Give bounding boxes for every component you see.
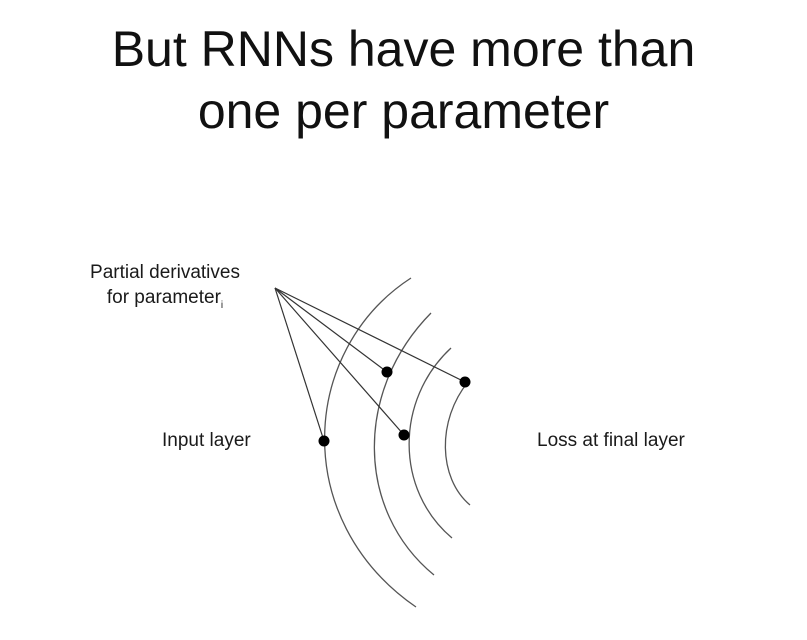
arrow-line-input bbox=[274, 287, 325, 442]
layer-arc-3 bbox=[408, 347, 453, 539]
gradient-dot-hidden-2 bbox=[398, 429, 410, 441]
partial-derivatives-label-line-1: Partial derivatives bbox=[90, 262, 240, 283]
layer-arc-2 bbox=[373, 312, 435, 576]
arrow-line-loss bbox=[274, 287, 466, 383]
arrow-line-hidden-2 bbox=[274, 287, 405, 436]
layer-arc-1 bbox=[323, 277, 417, 608]
gradient-dot-loss bbox=[459, 376, 471, 388]
loss-layer-label: Loss at final layer bbox=[537, 430, 685, 451]
partial-derivatives-label: Partial derivatives for parameteri bbox=[60, 260, 270, 318]
slide-title: But RNNs have more than one per paramete… bbox=[0, 18, 807, 142]
slide-title-line-1: But RNNs have more than bbox=[111, 21, 696, 77]
slide-title-line-2: one per parameter bbox=[197, 83, 610, 139]
partial-derivatives-label-text: for parameter bbox=[106, 287, 221, 308]
input-layer-label: Input layer bbox=[162, 430, 251, 451]
partial-derivatives-label-line-2: for parameteri bbox=[60, 285, 270, 318]
gradient-dot-hidden-1 bbox=[381, 366, 393, 378]
parameter-subscript: i bbox=[220, 299, 224, 311]
layer-arc-4 bbox=[444, 381, 471, 506]
arrow-line-hidden-1 bbox=[274, 287, 388, 373]
gradient-dot-input bbox=[318, 435, 330, 447]
